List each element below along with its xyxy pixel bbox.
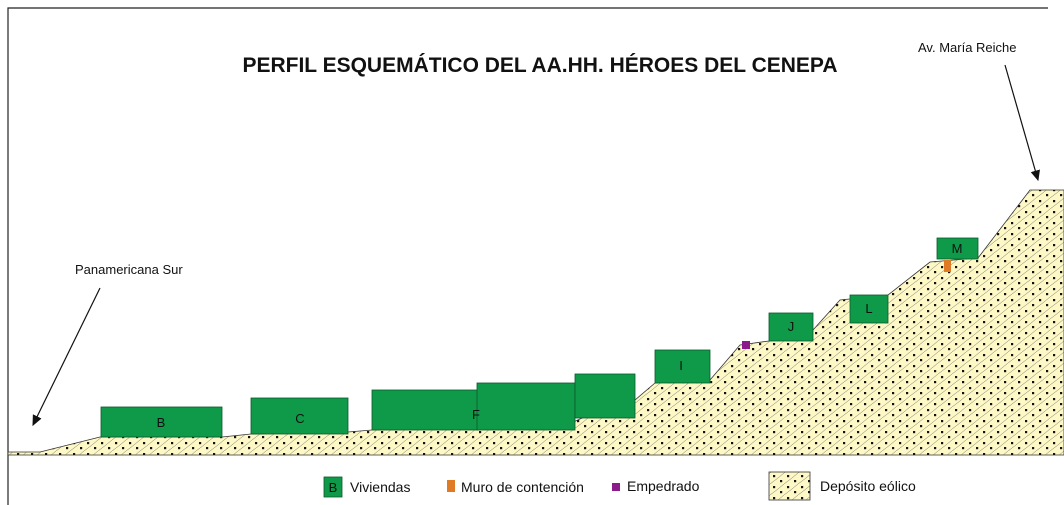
legend-swatch (447, 480, 455, 492)
building (372, 390, 478, 430)
legend-swatch-pattern (769, 472, 810, 500)
building-label: I (679, 358, 683, 373)
legend-label: Empedrado (627, 478, 700, 494)
legend-label: Muro de contención (461, 479, 584, 495)
building (477, 383, 575, 430)
building-label: C (295, 411, 304, 426)
diagram-title: PERFIL ESQUEMÁTICO DEL AA.HH. HÉROES DEL… (242, 54, 837, 77)
arrow (33, 288, 100, 425)
building-label: B (157, 415, 166, 430)
building (575, 374, 635, 418)
diagram: PERFIL ESQUEMÁTICO DEL AA.HH. HÉROES DEL… (0, 0, 1064, 505)
building-label: F (472, 407, 480, 422)
legend-label: Depósito eólico (820, 478, 916, 494)
wall-marker (944, 260, 951, 272)
legend: B Viviendas Muro de contención Empedrado… (324, 472, 916, 500)
paving-marker (742, 341, 750, 349)
legend-label: Viviendas (350, 479, 410, 495)
legend-symbol: B (329, 480, 338, 495)
building-label: J (788, 319, 795, 334)
building-label: L (865, 301, 872, 316)
building-label: M (952, 241, 963, 256)
legend-swatch (612, 483, 620, 491)
arrow (1005, 65, 1038, 180)
annotation: Av. María Reiche (918, 40, 1017, 55)
annotation: Panamericana Sur (75, 262, 183, 277)
